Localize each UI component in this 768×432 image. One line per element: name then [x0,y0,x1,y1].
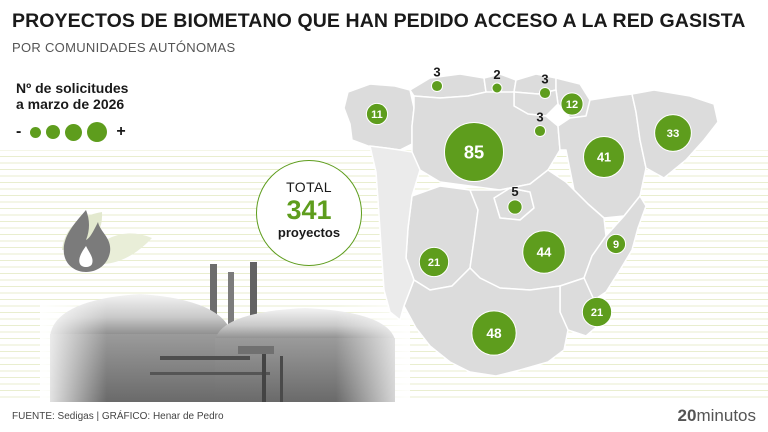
bubble-castilla-la-mancha [522,230,566,274]
bubble-label-extremadura: 21 [428,257,440,269]
legend-min-symbol: - [16,123,22,140]
total-badge: TOTAL 341 proyectos [256,160,362,266]
bubble-label-castilla-la-mancha: 44 [537,245,552,260]
region-bubbles: 11 3 2 3 12 3 85 41 33 5 21 44 9 48 21 [365,64,692,356]
legend-max-symbol: + [116,123,126,140]
bubble-label-navarra: 12 [566,99,578,111]
bubble-la-rioja [533,124,547,138]
legend-scale: - + [16,122,126,142]
flame-icon [63,210,111,272]
region-portugal [369,145,421,321]
bubble-galicia [365,102,389,126]
bubble-label-cataluna: 33 [667,128,680,140]
bubble-murcia [581,296,613,328]
legend-dot-xlarge [87,122,108,142]
bubble-label-madrid: 5 [511,184,518,199]
bubble-label-pais-vasco: 3 [541,71,548,86]
total-label: TOTAL [286,179,332,195]
bubble-label-aragon: 41 [597,151,611,165]
bubble-label-la-rioja: 3 [536,109,543,124]
bubble-madrid [507,199,523,215]
bubble-castilla-y-leon [443,121,505,183]
bubble-aragon [583,136,625,178]
legend-title-line2: a marzo de 2026 [16,96,125,112]
page-subtitle: POR COMUNIDADES AUTÓNOMAS [12,40,236,55]
bubble-label-asturias: 3 [433,64,440,79]
bubble-andalucia [471,310,517,356]
total-unit: proyectos [277,225,341,240]
bubble-extremadura [418,246,450,278]
bubble-asturias [430,79,444,93]
source-credit: FUENTE: Sedigas | GRÁFICO: Henar de Pedr… [12,411,224,422]
bubble-pais-vasco [538,86,552,100]
legend-dot-large [65,123,83,141]
bubble-label-galicia: 11 [371,109,383,121]
bubble-label-castilla-y-leon: 85 [464,142,484,163]
brand-word: minutos [696,406,756,425]
page-title: PROYECTOS DE BIOMETANO QUE HAN PEDIDO AC… [12,10,746,32]
bubble-comunidad-valenciana [605,233,627,255]
legend-dot-medium [46,125,61,139]
bubble-navarra [560,92,584,116]
legend-title-line1: Nº de solicitudes [16,80,129,96]
bubble-label-cantabria: 2 [493,67,500,82]
bubble-cantabria [491,82,503,94]
biogas-plant-illustration [40,262,410,402]
bubble-label-andalucia: 48 [486,326,502,341]
legend-title: Nº de solicitudes a marzo de 2026 [16,80,128,112]
brand-number: 20 [677,406,697,425]
bubble-label-comunidad-valenciana: 9 [613,239,619,251]
bubble-label-murcia: 21 [591,307,603,319]
legend-dot-small [30,126,42,138]
total-value: 341 [286,195,332,225]
bubble-cataluna [654,114,692,152]
brand-logo: 20minutos [678,406,756,426]
